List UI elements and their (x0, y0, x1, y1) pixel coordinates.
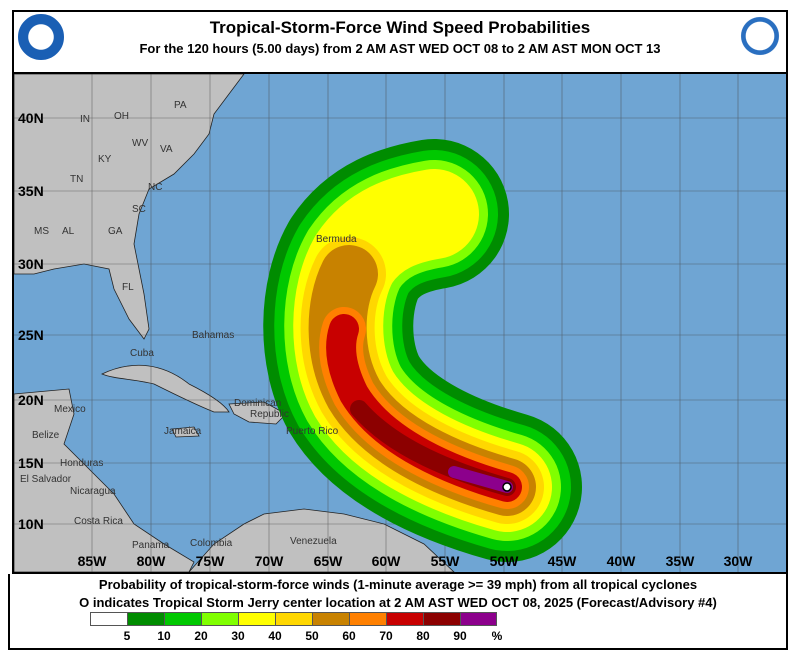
place-label-jamaica: Jamaica (164, 426, 202, 437)
lon-label: 35W (666, 553, 696, 569)
place-label-dominican: Dominican (234, 398, 281, 409)
lon-label: 50W (490, 553, 520, 569)
place-label-colombia: Colombia (190, 538, 233, 549)
lon-label: 65W (314, 553, 344, 569)
lat-label: 20N (18, 392, 44, 408)
storm-center-marker (502, 482, 512, 492)
place-label-fl: FL (122, 282, 134, 293)
lon-labels: 85W 80W 75W 70W 65W 60W 55W 50W 45W 40W 35W 30W (78, 553, 754, 569)
legend-tick: 60 (342, 629, 356, 643)
lat-label: 30N (18, 256, 44, 272)
legend-tick: 10 (157, 629, 171, 643)
jamaica (171, 426, 200, 438)
place-label-nicaragua: Nicaragua (70, 486, 116, 497)
lon-label: 30W (724, 553, 754, 569)
title: Tropical-Storm-Force Wind Speed Probabil… (209, 18, 591, 37)
place-label-wv: WV (132, 138, 148, 149)
legend-swatch (238, 612, 275, 626)
legend-tick: 90 (453, 629, 467, 643)
place-label-cuba: Cuba (130, 348, 154, 359)
legend-swatch (90, 612, 127, 626)
footer-line-1: Probability of tropical-storm-force wind… (98, 577, 698, 592)
lat-label: 35N (18, 183, 44, 199)
yucatan-central-america (14, 388, 195, 572)
nws-logo (738, 14, 782, 58)
legend-tick: 70 (379, 629, 393, 643)
lon-label: 55W (431, 553, 461, 569)
footer: Probability of tropical-storm-force wind… (8, 574, 788, 650)
legend-tick: 5 (123, 629, 131, 643)
place-label-ky: KY (98, 154, 112, 165)
place-label-mexico: Mexico (54, 404, 86, 415)
lon-label: 70W (255, 553, 285, 569)
lon-label: 45W (548, 553, 578, 569)
lon-label: 80W (137, 553, 167, 569)
lat-labels: 40N 35N 30N 25N 20N 15N 10N (18, 110, 44, 532)
footer-line-2: O indicates Tropical Storm Jerry center … (79, 595, 717, 610)
place-label-el_salvador: El Salvador (20, 474, 72, 485)
contour-90-percent (448, 466, 513, 493)
place-label-oh: OH (114, 111, 129, 122)
place-label-republic: Republic (250, 409, 289, 420)
place-label-ga: GA (108, 226, 123, 237)
legend-tick: 40 (268, 629, 282, 643)
place-label-venezuela: Venezuela (290, 536, 337, 547)
legend-swatch (386, 612, 423, 626)
legend-swatch (127, 612, 164, 626)
lon-label: 40W (607, 553, 637, 569)
legend-tick: 50 (305, 629, 319, 643)
lat-label: 25N (18, 327, 44, 343)
place-label-panama: Panama (132, 540, 170, 551)
place-label-pa: PA (174, 100, 187, 111)
place-label-sc: SC (132, 204, 146, 215)
legend-tick: % (491, 629, 503, 643)
legend-tick: 80 (416, 629, 430, 643)
legend-tick: 30 (231, 629, 245, 643)
place-label-bahamas: Bahamas (192, 330, 234, 341)
place-label-puerto_rico: Puerto Rico (286, 426, 339, 437)
place-label-tn: TN (70, 174, 83, 185)
legend-swatch (349, 612, 386, 626)
legend-swatch (312, 612, 349, 626)
place-label-al: AL (62, 226, 75, 237)
lon-label: 60W (372, 553, 402, 569)
probability-contours (263, 139, 582, 562)
lon-label: 85W (78, 553, 108, 569)
legend-swatch (164, 612, 201, 626)
lat-label: 15N (18, 455, 44, 471)
lat-label: 40N (18, 110, 44, 126)
lon-label: 75W (196, 553, 226, 569)
place-label-nc: NC (148, 182, 162, 193)
place-label-in: IN (80, 114, 90, 125)
place-label-va: VA (160, 144, 173, 155)
lat-label: 10N (18, 516, 44, 532)
header: Tropical-Storm-Force Wind Speed Probabil… (12, 10, 788, 72)
south-america (188, 508, 455, 572)
place-label-bermuda: Bermuda (316, 234, 357, 245)
north-america (14, 74, 245, 340)
hispaniola (228, 401, 287, 425)
legend-swatch (275, 612, 312, 626)
subtitle: For the 120 hours (5.00 days) from 2 AM … (139, 41, 661, 56)
noaa-logo (18, 14, 64, 60)
legend-swatch (201, 612, 238, 626)
place-label-honduras: Honduras (60, 458, 103, 469)
place-label-costa_rica: Costa Rica (74, 516, 123, 527)
place-label-belize: Belize (32, 430, 60, 441)
legend-swatch (460, 612, 497, 626)
map: IN OH PA WV VA KY TN NC SC MS AL GA FL Bermuda Bahamas… (12, 72, 788, 574)
legend-swatch (423, 612, 460, 626)
place-label-ms: MS (34, 226, 49, 237)
cuba (101, 364, 230, 413)
legend-tick: 20 (194, 629, 208, 643)
color-legend (90, 612, 497, 626)
